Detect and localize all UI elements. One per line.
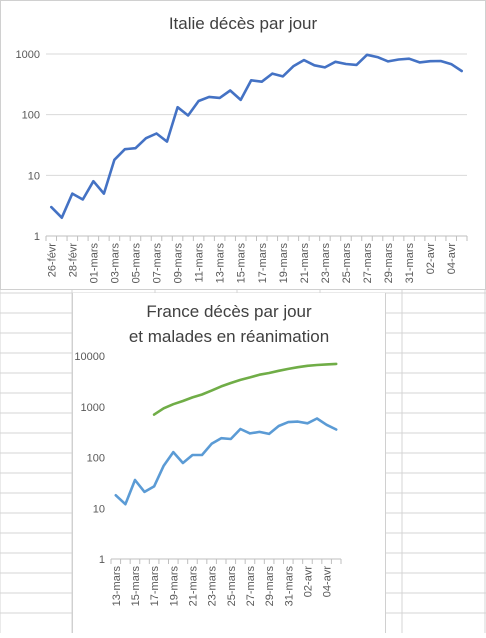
x-tick-label: 31-mars xyxy=(283,566,295,607)
france-icu-series-line xyxy=(152,362,338,416)
x-tick-label: 29-mars xyxy=(264,566,276,607)
france-deaths-icu-chart[interactable]: 1 10 100 1000 10000 13-mars 15-mars 17-mars 19-m… xyxy=(72,293,386,633)
x-tick-label: 09-mars xyxy=(173,243,185,284)
x-tick-label: 27-mars xyxy=(362,243,374,284)
x-tick-label: 25-mars xyxy=(226,566,238,607)
y-tick-label: 1 xyxy=(34,231,40,243)
y-tick-label: 10 xyxy=(28,170,40,182)
x-tick-label: 19-mars xyxy=(168,566,180,607)
y-tick-label: 1 xyxy=(99,554,105,566)
x-tick-label: 04-avr xyxy=(446,243,458,275)
italy-chart-plot: 1 10 100 1000 26-févr 28-févr 01-mars 03-mars 05… xyxy=(16,49,468,284)
x-tick-label: 31-mars xyxy=(404,243,416,284)
chart-title: Italie décès par jour xyxy=(168,14,318,33)
x-tick-label: 17-mars xyxy=(149,566,161,607)
x-tick-label: 26-févr xyxy=(46,243,58,278)
x-tick-label: 15-mars xyxy=(130,566,142,607)
y-tick-label: 1000 xyxy=(16,49,40,61)
italy-deaths-series-line xyxy=(50,53,463,219)
x-tick-label: 01-mars xyxy=(88,243,100,284)
x-tick-label: 05-mars xyxy=(130,243,142,284)
x-tick-label: 21-mars xyxy=(187,566,199,607)
y-tick-label: 100 xyxy=(22,110,40,122)
x-tick-label: 27-mars xyxy=(245,566,257,607)
x-tick-label: 21-mars xyxy=(299,243,311,284)
x-tick-label: 19-mars xyxy=(278,243,290,284)
x-tick-label: 13-mars xyxy=(215,243,227,284)
x-tick-label: 02-avr xyxy=(302,566,314,598)
x-tick-label: 03-mars xyxy=(109,243,121,284)
x-tick-label: 11-mars xyxy=(194,243,206,283)
france-deaths-series-line xyxy=(114,417,338,506)
y-tick-label: 10 xyxy=(93,503,105,515)
x-tick-label: 15-mars xyxy=(236,243,248,284)
y-tick-label: 10000 xyxy=(74,351,105,363)
italy-deaths-chart[interactable]: 1 10 100 1000 26-févr 28-févr 01-mars 03-mars 05… xyxy=(0,0,486,290)
x-tick-label: 17-mars xyxy=(257,243,269,284)
x-tick-label: 13-mars xyxy=(111,566,123,607)
france-chart-plot: 1 10 100 1000 10000 13-mars 15-mars 17-mars 19-m… xyxy=(74,351,342,607)
x-tick-label: 25-mars xyxy=(341,243,353,284)
chart-title-line-2: et malades en réanimation xyxy=(128,327,330,346)
x-tick-label: 04-avr xyxy=(322,566,334,598)
x-tick-label: 23-mars xyxy=(320,243,332,284)
x-tick-label: 29-mars xyxy=(383,243,395,284)
x-tick-label: 28-févr xyxy=(67,243,79,278)
y-tick-label: 100 xyxy=(87,453,105,465)
x-tick-label: 07-mars xyxy=(152,243,164,284)
y-tick-label: 1000 xyxy=(81,402,105,414)
x-tick-label: 23-mars xyxy=(207,566,219,607)
x-tick-label: 02-avr xyxy=(425,243,437,275)
chart-title-line-1: France décès par jour xyxy=(146,302,312,321)
